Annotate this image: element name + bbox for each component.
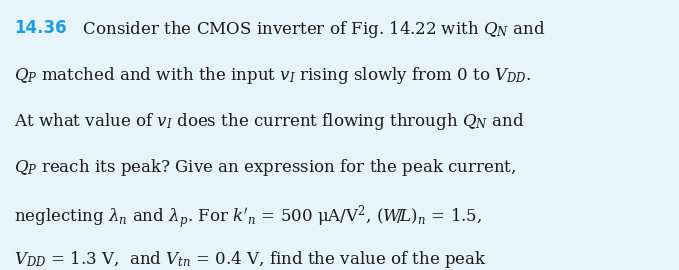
- Text: $Q_{P}$ matched and with the input $v_{I}$ rising slowly from 0 to $V_{DD}$.: $Q_{P}$ matched and with the input $v_{I…: [14, 65, 531, 86]
- Text: neglecting $\lambda_{n}$ and $\lambda_{p}$. For $k'_{n}$ = 500 μA/V$^{2}$, $(W\!: neglecting $\lambda_{n}$ and $\lambda_{p…: [14, 203, 482, 231]
- Text: $Q_{P}$ reach its peak? Give an expression for the peak current,: $Q_{P}$ reach its peak? Give an expressi…: [14, 157, 516, 178]
- Text: Consider the CMOS inverter of Fig. 14.22 with $Q_{N}$ and: Consider the CMOS inverter of Fig. 14.22…: [72, 19, 546, 40]
- Text: At what value of $v_{I}$ does the current flowing through $Q_{N}$ and: At what value of $v_{I}$ does the curren…: [14, 111, 524, 132]
- Text: $V_{DD}$ = 1.3 V,  and $V_{tn}$ = 0.4 V, find the value of the peak: $V_{DD}$ = 1.3 V, and $V_{tn}$ = 0.4 V, …: [14, 249, 487, 270]
- Text: 14.36: 14.36: [14, 19, 67, 38]
